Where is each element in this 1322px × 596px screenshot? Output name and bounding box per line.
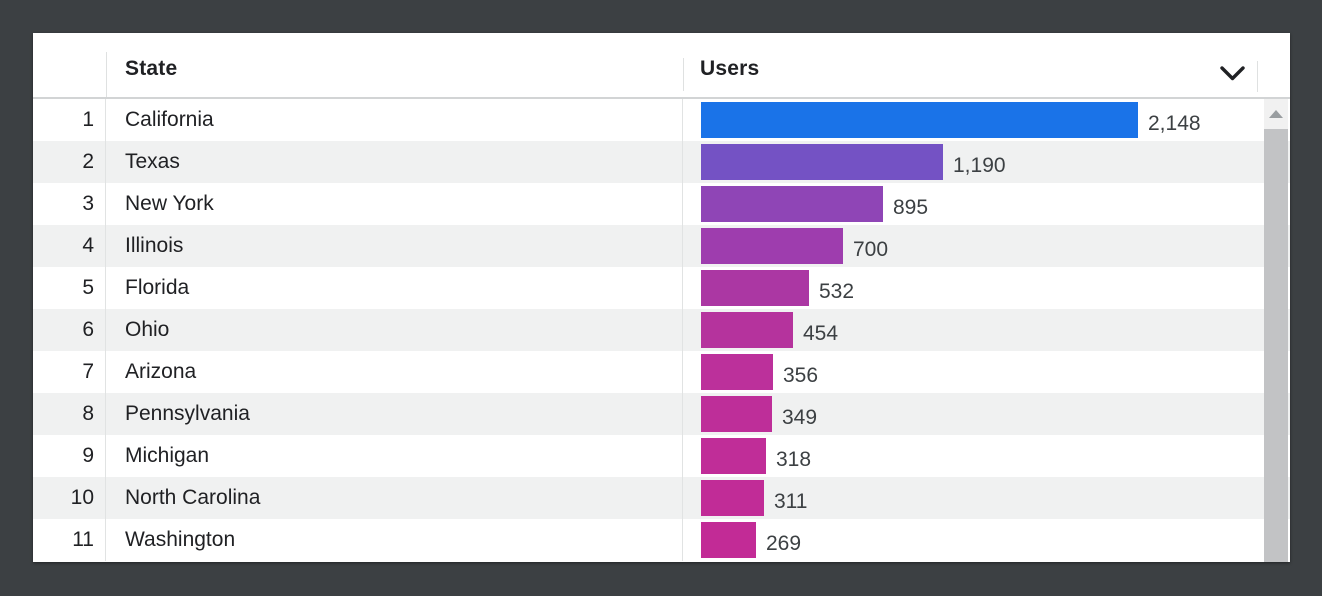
row-users-cell: 532	[683, 267, 1290, 309]
table-row[interactable]: 6 Ohio 454	[33, 309, 1290, 351]
row-users-cell: 895	[683, 183, 1290, 225]
row-state: Arizona	[106, 351, 683, 393]
table-row[interactable]: 11 Washington 269	[33, 519, 1290, 561]
row-users-bar	[701, 480, 764, 516]
row-users-value: 895	[893, 195, 929, 219]
table-row[interactable]: 4 Illinois 700	[33, 225, 1290, 267]
header-sort-divider	[1257, 61, 1258, 92]
row-rank: 3	[33, 183, 106, 225]
row-users-bar	[701, 354, 773, 390]
row-users-cell: 1,190	[683, 141, 1290, 183]
scrollbar-up-button[interactable]	[1264, 99, 1288, 129]
row-state: Pennsylvania	[106, 393, 683, 435]
table-row[interactable]: 2 Texas 1,190	[33, 141, 1290, 183]
table-body: 1 California 2,148 2 Texas 1,190 3 New Y…	[33, 99, 1290, 562]
vertical-scrollbar[interactable]	[1264, 99, 1288, 562]
table-row[interactable]: 9 Michigan 318	[33, 435, 1290, 477]
row-state: Illinois	[106, 225, 683, 267]
row-users-bar	[701, 522, 756, 558]
row-users-value: 454	[803, 321, 839, 345]
chevron-down-icon[interactable]	[1220, 66, 1245, 82]
row-users-value: 700	[853, 237, 889, 261]
row-users-cell: 349	[683, 393, 1290, 435]
row-users-cell: 356	[683, 351, 1290, 393]
column-header-users[interactable]: Users	[700, 57, 760, 80]
row-rank: 4	[33, 225, 106, 267]
row-users-bar	[701, 228, 843, 264]
header-users-divider	[683, 58, 684, 91]
row-rank: 1	[33, 99, 106, 141]
column-header-state[interactable]: State	[125, 57, 178, 80]
row-state: Ohio	[106, 309, 683, 351]
table-row[interactable]: 8 Pennsylvania 349	[33, 393, 1290, 435]
row-users-bar	[701, 144, 943, 180]
table-header-row: State Users	[33, 33, 1290, 99]
row-rank: 9	[33, 435, 106, 477]
row-rank: 10	[33, 477, 106, 519]
row-users-value: 318	[776, 447, 812, 471]
header-rank-divider	[106, 52, 107, 97]
row-rank: 11	[33, 519, 106, 561]
row-users-cell: 269	[683, 519, 1290, 561]
row-state: Washington	[106, 519, 683, 561]
row-users-value: 2,148	[1148, 111, 1201, 135]
row-users-cell: 311	[683, 477, 1290, 519]
row-users-cell: 318	[683, 435, 1290, 477]
row-state: North Carolina	[106, 477, 683, 519]
row-users-value: 1,190	[953, 153, 1006, 177]
row-state: Texas	[106, 141, 683, 183]
users-by-state-table-card: State Users 1 California 2,148 2 Texas 1…	[33, 33, 1290, 562]
scroll-up-arrow-icon	[1269, 110, 1283, 118]
row-rank: 6	[33, 309, 106, 351]
table-row[interactable]: 3 New York 895	[33, 183, 1290, 225]
row-users-value: 356	[783, 363, 819, 387]
table-row[interactable]: 5 Florida 532	[33, 267, 1290, 309]
row-state: Florida	[106, 267, 683, 309]
row-rank: 5	[33, 267, 106, 309]
row-state: Michigan	[106, 435, 683, 477]
row-users-bar	[701, 312, 793, 348]
row-users-bar	[701, 438, 766, 474]
row-users-value: 269	[766, 531, 802, 555]
row-state: New York	[106, 183, 683, 225]
row-users-value: 349	[782, 405, 818, 429]
row-users-value: 532	[819, 279, 855, 303]
table-row[interactable]: 10 North Carolina 311	[33, 477, 1290, 519]
row-users-bar	[701, 102, 1138, 138]
row-users-cell: 2,148	[683, 99, 1290, 141]
row-users-bar	[701, 396, 772, 432]
row-rank: 7	[33, 351, 106, 393]
row-users-value: 311	[774, 489, 808, 513]
scrollbar-thumb[interactable]	[1264, 129, 1288, 562]
table-row[interactable]: 7 Arizona 356	[33, 351, 1290, 393]
row-users-bar	[701, 186, 883, 222]
row-users-bar	[701, 270, 809, 306]
row-rank: 2	[33, 141, 106, 183]
row-users-cell: 454	[683, 309, 1290, 351]
row-rank: 8	[33, 393, 106, 435]
row-users-cell: 700	[683, 225, 1290, 267]
row-state: California	[106, 99, 683, 141]
table-row[interactable]: 1 California 2,148	[33, 99, 1290, 141]
